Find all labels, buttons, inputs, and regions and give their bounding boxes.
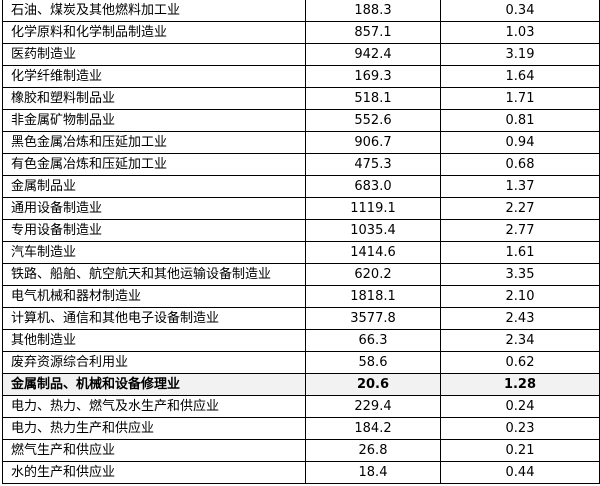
row-value: 1818.1	[305, 285, 441, 308]
row-name: 专用设备制造业	[2, 219, 306, 242]
row-value: 184.2	[305, 417, 441, 440]
row-ratio: 1.61	[440, 241, 600, 264]
row-name: 黑色金属冶炼和压延加工业	[2, 131, 306, 154]
table-row: 非金属矿物制品业 552.6 0.81	[2, 109, 600, 132]
row-ratio: 0.62	[440, 351, 600, 374]
row-value: 518.1	[305, 87, 441, 110]
row-ratio: 1.28	[440, 373, 600, 396]
row-ratio: 0.94	[440, 131, 600, 154]
row-value: 169.3	[305, 65, 441, 88]
row-name: 通用设备制造业	[2, 197, 306, 220]
table-row: 化学原料和化学制品制造业 857.1 1.03	[2, 21, 600, 44]
row-ratio: 3.35	[440, 263, 600, 286]
row-name: 医药制造业	[2, 43, 306, 66]
row-value: 552.6	[305, 109, 441, 132]
row-name: 其他制造业	[2, 329, 306, 352]
row-name: 橡胶和塑料制品业	[2, 87, 306, 110]
row-value: 906.7	[305, 131, 441, 154]
table-row: 电力、热力生产和供应业 184.2 0.23	[2, 417, 600, 440]
table-row: 铁路、船舶、航空航天和其他运输设备制造业 620.2 3.35	[2, 263, 600, 286]
row-ratio: 0.68	[440, 153, 600, 176]
row-ratio: 2.77	[440, 219, 600, 242]
row-name: 废弃资源综合利用业	[2, 351, 306, 374]
table-row: 石油、煤炭及其他燃料加工业 188.3 0.34	[2, 0, 600, 22]
table-row: 金属制品、机械和设备修理业 20.6 1.28	[2, 373, 600, 396]
table-row: 电气机械和器材制造业 1818.1 2.10	[2, 285, 600, 308]
table-row: 橡胶和塑料制品业 518.1 1.71	[2, 87, 600, 110]
row-ratio: 2.43	[440, 307, 600, 330]
table-row: 废弃资源综合利用业 58.6 0.62	[2, 351, 600, 374]
row-value: 475.3	[305, 153, 441, 176]
row-value: 58.6	[305, 351, 441, 374]
row-ratio: 2.10	[440, 285, 600, 308]
row-name: 电力、热力生产和供应业	[2, 417, 306, 440]
row-value: 18.4	[305, 461, 441, 484]
row-name: 有色金属冶炼和压延加工业	[2, 153, 306, 176]
row-name: 计算机、通信和其他电子设备制造业	[2, 307, 306, 330]
table-row: 水的生产和供应业 18.4 0.44	[2, 461, 600, 484]
row-name: 化学原料和化学制品制造业	[2, 21, 306, 44]
row-ratio: 0.23	[440, 417, 600, 440]
table-row: 黑色金属冶炼和压延加工业 906.7 0.94	[2, 131, 600, 154]
row-name: 金属制品业	[2, 175, 306, 198]
row-value: 942.4	[305, 43, 441, 66]
row-value: 66.3	[305, 329, 441, 352]
row-ratio: 2.34	[440, 329, 600, 352]
row-value: 3577.8	[305, 307, 441, 330]
table-row: 通用设备制造业 1119.1 2.27	[2, 197, 600, 220]
table-row: 有色金属冶炼和压延加工业 475.3 0.68	[2, 153, 600, 176]
row-ratio: 0.44	[440, 461, 600, 484]
table-row: 化学纤维制造业 169.3 1.64	[2, 65, 600, 88]
row-name: 石油、煤炭及其他燃料加工业	[2, 0, 306, 22]
table-row: 其他制造业 66.3 2.34	[2, 329, 600, 352]
row-value: 20.6	[305, 373, 441, 396]
row-value: 188.3	[305, 0, 441, 22]
row-value: 229.4	[305, 395, 441, 418]
row-value: 1035.4	[305, 219, 441, 242]
row-name: 铁路、船舶、航空航天和其他运输设备制造业	[2, 263, 306, 286]
row-ratio: 1.64	[440, 65, 600, 88]
row-value: 620.2	[305, 263, 441, 286]
row-value: 26.8	[305, 439, 441, 462]
row-name: 电力、热力、燃气及水生产和供应业	[2, 395, 306, 418]
row-ratio: 2.27	[440, 197, 600, 220]
row-value: 857.1	[305, 21, 441, 44]
row-name: 非金属矿物制品业	[2, 109, 306, 132]
row-ratio: 0.21	[440, 439, 600, 462]
table-row: 计算机、通信和其他电子设备制造业 3577.8 2.43	[2, 307, 600, 330]
table-row: 金属制品业 683.0 1.37	[2, 175, 600, 198]
table-row: 电力、热力、燃气及水生产和供应业 229.4 0.24	[2, 395, 600, 418]
row-name: 汽车制造业	[2, 241, 306, 264]
row-value: 683.0	[305, 175, 441, 198]
row-name: 金属制品、机械和设备修理业	[2, 373, 306, 396]
row-name: 燃气生产和供应业	[2, 439, 306, 462]
row-ratio: 0.34	[440, 0, 600, 22]
row-ratio: 3.19	[440, 43, 600, 66]
table-row: 医药制造业 942.4 3.19	[2, 43, 600, 66]
table-row: 汽车制造业 1414.6 1.61	[2, 241, 600, 264]
table-row: 专用设备制造业 1035.4 2.77	[2, 219, 600, 242]
row-name: 水的生产和供应业	[2, 461, 306, 484]
row-ratio: 0.24	[440, 395, 600, 418]
row-ratio: 1.37	[440, 175, 600, 198]
row-value: 1414.6	[305, 241, 441, 264]
row-name: 化学纤维制造业	[2, 65, 306, 88]
row-ratio: 1.71	[440, 87, 600, 110]
row-ratio: 0.81	[440, 109, 600, 132]
row-name: 电气机械和器材制造业	[2, 285, 306, 308]
row-value: 1119.1	[305, 197, 441, 220]
row-ratio: 1.03	[440, 21, 600, 44]
table-row: 燃气生产和供应业 26.8 0.21	[2, 439, 600, 462]
